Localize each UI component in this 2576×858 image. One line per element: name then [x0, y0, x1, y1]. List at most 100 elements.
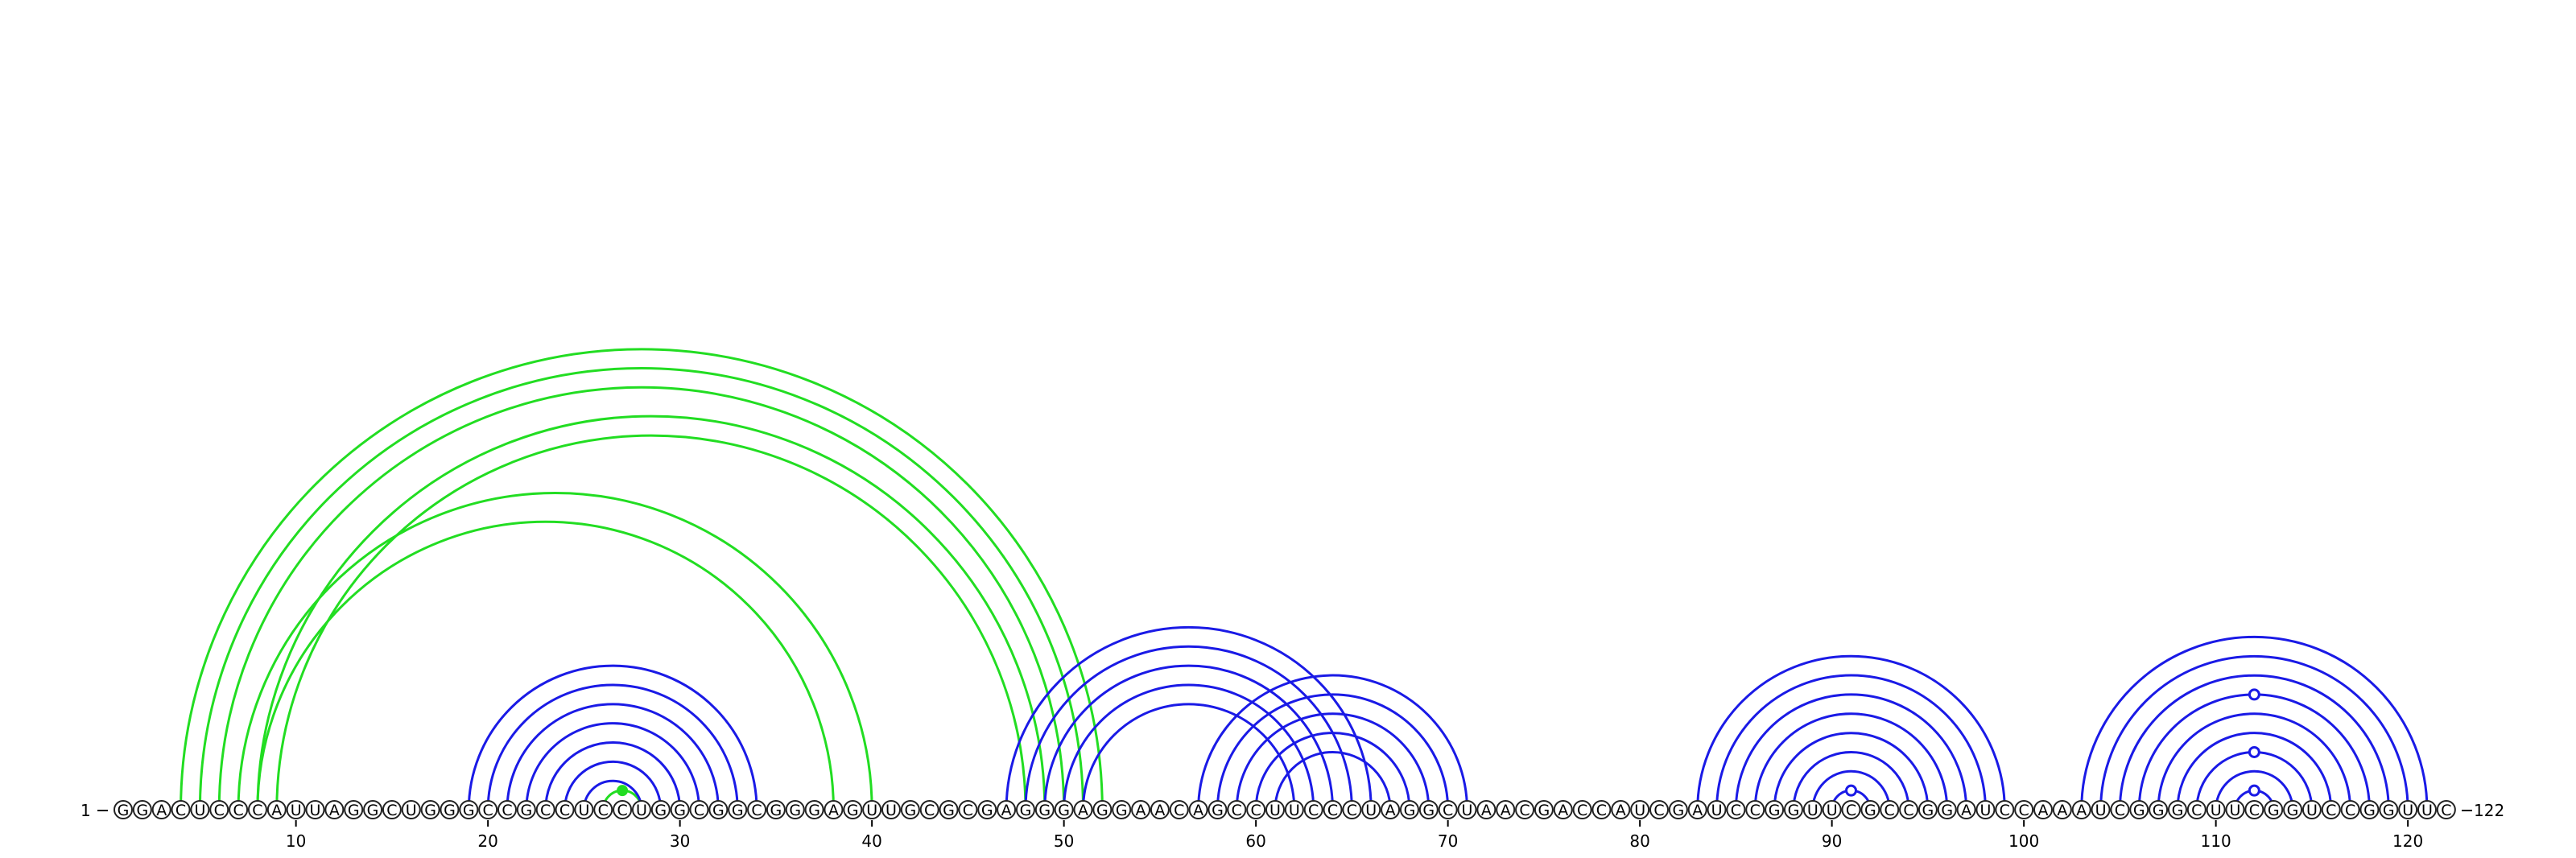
nucleotide-circle	[1150, 800, 1170, 819]
nucleotide-circle	[1726, 800, 1746, 819]
nucleotide-circle	[401, 800, 421, 819]
nucleotide-letter: C	[2115, 802, 2125, 819]
nucleotide-circle	[420, 800, 440, 819]
nucleotide-circle	[2091, 800, 2111, 819]
base-pair-arc-blue	[1715, 674, 1987, 811]
nucleotide-letter: G	[2363, 802, 2376, 819]
nucleotide-letter: G	[367, 802, 379, 819]
nucleotide-circle	[1208, 800, 1228, 819]
base-pair-arc-blue	[1216, 693, 1450, 811]
base-pair-arc-blue	[1274, 750, 1392, 811]
nucleotide-letter: G	[981, 802, 993, 819]
nucleotide-letter: C	[1750, 802, 1761, 819]
nucleotide-circle	[958, 800, 978, 819]
axis-tick-label: 30	[670, 831, 690, 851]
base-pair-arc-blue	[2080, 635, 2429, 811]
nucleotide-circle	[2321, 800, 2341, 819]
nucleotide-circle	[1783, 800, 1803, 819]
nucleotide-letter: U	[2211, 802, 2222, 819]
axis-tick-label: 90	[1822, 831, 1842, 851]
nucleotide-circle	[2436, 800, 2456, 819]
nucleotide-letter: G	[808, 802, 820, 819]
nucleotide-letter: C	[1251, 802, 1261, 819]
nucleotide-circle	[1880, 800, 1900, 819]
nucleotide-circle	[1131, 800, 1151, 819]
nucleotide-circle	[1841, 800, 1861, 819]
nucleotide-circle	[1534, 800, 1554, 819]
base-pair-arc-blue	[1811, 769, 1891, 811]
base-pair-arc-blue	[564, 760, 663, 811]
nucleotide-circle	[114, 800, 133, 819]
axis-tick-label: 100	[2008, 831, 2039, 851]
nucleotide-letter: G	[1038, 802, 1051, 819]
nucleotide-letter: U	[1289, 802, 1300, 819]
base-pair-arc-blue	[1734, 693, 1968, 811]
nucleotide-circle	[478, 800, 498, 819]
nucleotide-letter: G	[136, 802, 148, 819]
nucleotide-circle	[1476, 800, 1496, 819]
nucleotide-letter: U	[1711, 802, 1723, 819]
nucleotide-circle	[324, 800, 345, 819]
nucleotide-circle	[459, 800, 479, 819]
nucleotide-letter: A	[1385, 802, 1396, 819]
nucleotide-letter: A	[1481, 802, 1492, 819]
nucleotide-circle	[1015, 800, 1035, 819]
nucleotide-letter: G	[1941, 802, 1953, 819]
nucleotide-circle	[689, 800, 709, 819]
nucleotide-circle	[286, 800, 306, 819]
nucleotide-circle	[1611, 800, 1631, 819]
nucleotide-letter: G	[348, 802, 360, 819]
nucleotide-letter: C	[2000, 802, 2010, 819]
nucleotide-letter: U	[406, 802, 417, 819]
nucleotide-circle	[2167, 800, 2187, 819]
nucleotide-letter: G	[847, 802, 859, 819]
nucleotide-circle	[1342, 800, 1362, 819]
nucleotide-letter: C	[1903, 802, 1913, 819]
base-pair-arc-blue	[2157, 712, 2352, 811]
base-pair-arc-green	[256, 520, 835, 811]
nucleotide-letter: G	[1769, 802, 1781, 819]
nucleotide-letter: C	[1519, 802, 1530, 819]
nucleotide-circle	[2301, 800, 2322, 819]
nucleotide-letter: C	[559, 802, 570, 819]
nucleotide-letter: C	[1731, 802, 1741, 819]
nucleotide-letter: C	[2326, 802, 2336, 819]
nucleotide-circle	[1399, 800, 1419, 819]
nucleotide-letter: U	[2402, 802, 2413, 819]
base-pair-arc-green	[275, 434, 1027, 811]
nucleotide-letter: G	[654, 802, 667, 819]
nucleotide-letter: C	[386, 802, 397, 819]
nucleotide-circle	[1496, 800, 1516, 819]
base-pair-arc-blue	[2215, 769, 2294, 811]
axis-tick-label: 40	[861, 831, 881, 851]
nucleotide-letter: G	[1020, 802, 1032, 819]
nucleotide-letter: C	[1174, 802, 1184, 819]
base-pair-arc-blue	[544, 741, 682, 811]
nucleotide-letter: G	[1116, 802, 1128, 819]
nucleotide-letter: C	[1443, 802, 1453, 819]
nucleotide-circle	[1438, 800, 1458, 819]
pair-marker-hollow	[2248, 688, 2260, 701]
nucleotide-circle	[1975, 800, 1996, 819]
nucleotide-circle	[670, 800, 690, 819]
nucleotide-circle	[708, 800, 729, 819]
nucleotide-letter: U	[310, 802, 321, 819]
nucleotide-circle	[2110, 800, 2130, 819]
nucleotide-circle	[1630, 800, 1650, 819]
nucleotide-circle	[2398, 800, 2418, 819]
nucleotide-circle	[728, 800, 748, 819]
nucleotide-circle	[1822, 800, 1842, 819]
nucleotide-circle	[593, 800, 613, 819]
nucleotide-letter: G	[1212, 802, 1224, 819]
nucleotide-letter: A	[2057, 802, 2067, 819]
nucleotide-letter: C	[252, 802, 262, 819]
base-pair-arc-blue	[1254, 732, 1411, 811]
position-axis: 10 20 30 40 50 60 70 80 90 100 110 120	[286, 820, 2423, 851]
base-pair-arc-green	[237, 492, 873, 811]
nucleotide-circle	[2264, 800, 2284, 819]
nucleotide-letter: C	[540, 802, 551, 819]
nucleotide-letter: A	[1692, 802, 1703, 819]
base-pair-arc-blue	[2099, 654, 2409, 811]
nucleotide-circle	[2206, 800, 2226, 819]
